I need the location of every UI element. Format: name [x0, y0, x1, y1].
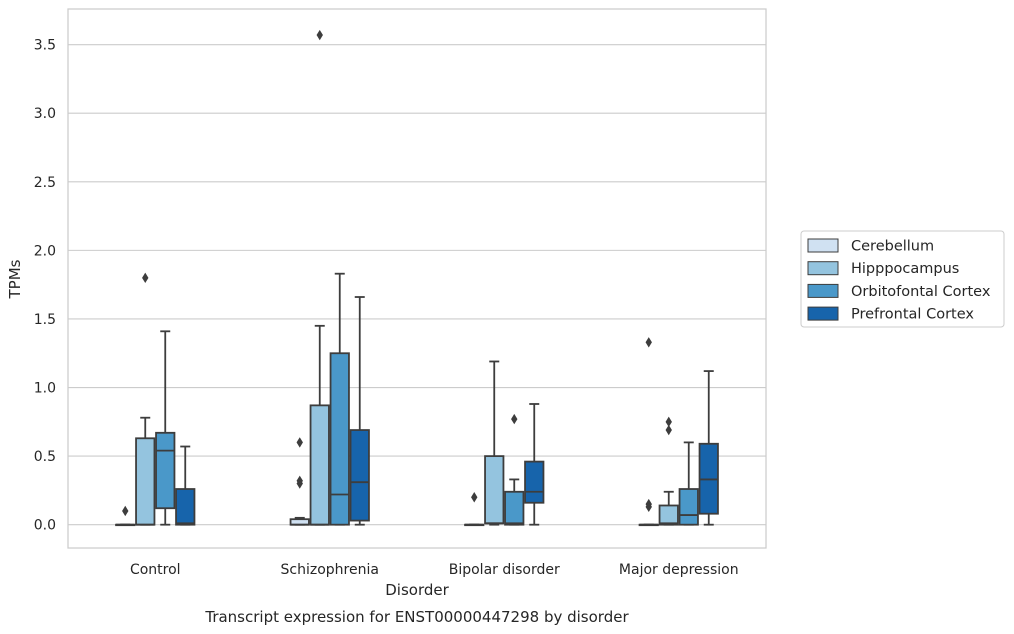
legend-swatch — [807, 283, 839, 298]
box-prefrontal-cortex — [349, 296, 370, 526]
box-orbitofontal-cortex — [155, 330, 176, 526]
box-prefrontal-cortex — [524, 403, 545, 526]
legend-frame — [800, 230, 1005, 328]
box-hipppocampus — [309, 29, 330, 526]
chart-caption: Transcript expression for ENST0000044729… — [204, 608, 629, 626]
box-hipppocampus — [658, 416, 679, 526]
y-tick-label: 2.0 — [34, 243, 56, 259]
outlier-point — [296, 475, 303, 486]
box-iqr — [524, 460, 545, 504]
box-plots — [115, 29, 719, 527]
outlier-point — [511, 413, 518, 425]
box-iqr — [329, 352, 350, 526]
box-iqr — [678, 488, 699, 526]
box-hipppocampus — [135, 272, 156, 526]
box-orbitofontal-cortex — [329, 272, 350, 526]
legend-swatch — [807, 238, 839, 253]
box-cerebellum — [464, 492, 485, 527]
outlier-point — [122, 505, 129, 517]
outlier-point — [142, 272, 149, 284]
grid-lines — [68, 44, 766, 526]
y-axis-label: TPMs — [6, 259, 24, 299]
outlier-point — [645, 337, 652, 348]
x-tick-label: Major depression — [619, 562, 739, 578]
box-cerebellum — [115, 505, 136, 527]
y-tick-label: 0.0 — [34, 518, 56, 534]
outlier-point — [296, 437, 303, 448]
y-tick-label: 1.5 — [34, 312, 56, 328]
y-tick-label: 3.5 — [34, 38, 56, 54]
legend-swatch — [807, 261, 839, 276]
x-tick-label: Bipolar disorder — [449, 562, 560, 578]
box-cerebellum — [638, 337, 659, 527]
outlier-point — [665, 416, 672, 428]
box-iqr — [155, 431, 176, 510]
box-hipppocampus — [484, 360, 505, 526]
box-orbitofontal-cortex — [504, 413, 525, 526]
box-iqr — [135, 437, 156, 526]
box-iqr — [504, 490, 525, 526]
outlier-point — [645, 498, 652, 510]
box-iqr — [484, 455, 505, 525]
legend-swatch — [807, 306, 839, 321]
legend-label: Cerebellum — [851, 239, 934, 255]
legend: Cerebellum Hipppocampus Orbitofontal Corte… — [800, 230, 1005, 328]
y-tick-label: 1.0 — [34, 381, 56, 397]
legend-label: Prefrontal Cortex — [851, 307, 974, 323]
legend-label: Hipppocampus — [851, 261, 959, 277]
box-orbitofontal-cortex — [678, 441, 699, 526]
box-iqr — [309, 404, 330, 526]
plot-area — [67, 8, 767, 549]
y-tick-label: 2.5 — [34, 175, 56, 191]
box-prefrontal-cortex — [175, 445, 196, 526]
outlier-point — [665, 424, 672, 436]
x-tick-label: Control — [130, 562, 181, 578]
x-axis-label: Disorder — [385, 581, 449, 599]
y-tick-label: 0.5 — [34, 449, 56, 465]
outlier-point — [471, 492, 478, 503]
box-iqr — [349, 429, 370, 522]
x-tick-label: Schizophrenia — [281, 562, 379, 578]
y-tick-label: 3.0 — [34, 106, 56, 122]
box-cerebellum — [289, 437, 310, 526]
y-axis-ticks: 0.0 0.5 1.0 1.5 2.0 2.5 3.0 3.5 — [34, 38, 56, 534]
box-iqr — [175, 488, 196, 526]
x-axis-ticks: Control Schizophrenia Bipolar disorder Majo… — [130, 562, 739, 578]
outlier-point — [316, 29, 323, 41]
legend-label: Orbitofontal Cortex — [851, 284, 991, 300]
box-iqr — [658, 504, 679, 526]
box-prefrontal-cortex — [698, 370, 719, 526]
